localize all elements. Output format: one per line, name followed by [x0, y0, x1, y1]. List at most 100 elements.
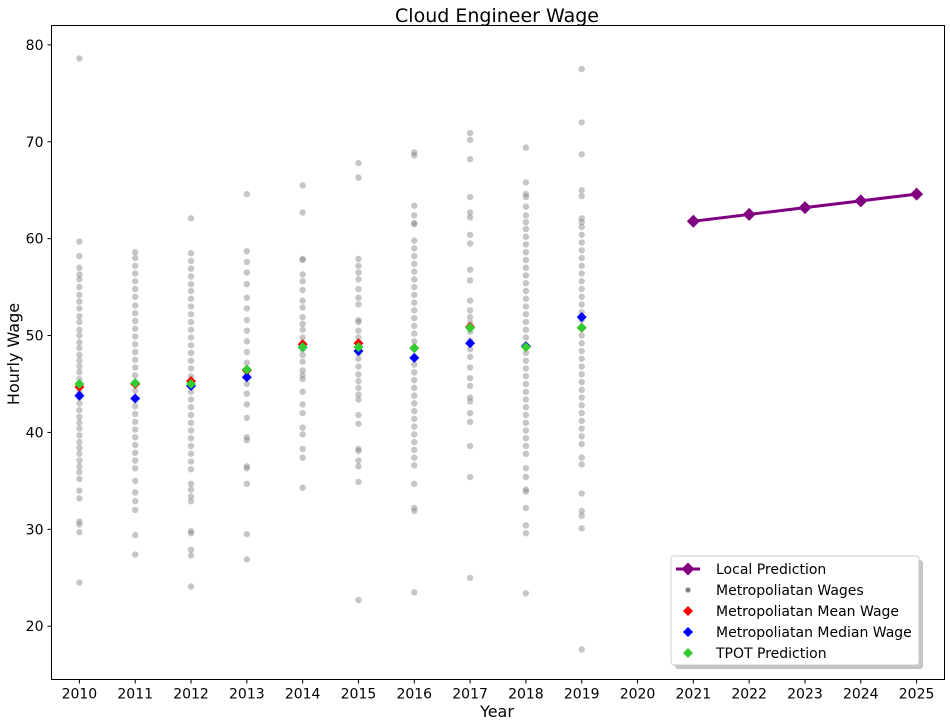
metro-wage-point: [76, 264, 83, 271]
metro-wage-point: [76, 444, 83, 452]
local-prediction-layer: [686, 187, 924, 228]
metro-wage-point: [522, 318, 530, 326]
metro-wage-point: [355, 371, 362, 378]
metro-wage-point: [578, 262, 585, 269]
x-tick-label: 2017: [452, 687, 488, 703]
metro-wage-point: [243, 316, 251, 324]
metro-wage-point: [76, 579, 83, 586]
x-tick-label: 2018: [508, 687, 544, 703]
x-tick-label: 2024: [843, 687, 879, 703]
metro-wage-point: [522, 486, 530, 493]
metro-wage-point: [355, 411, 362, 419]
metro-wage-point: [187, 215, 195, 222]
metro-wage-point: [132, 348, 139, 356]
metro-wage-point: [522, 442, 530, 450]
metro-wage-point: [578, 433, 585, 440]
metro-wage-point: [411, 446, 418, 454]
metro-wage-point: [411, 220, 418, 228]
metro-wage-point: [411, 330, 418, 337]
metro-wage-point: [355, 318, 362, 326]
metro-wage-point: [132, 418, 139, 425]
metro-wage-point: [578, 151, 585, 158]
metro-wage-point: [132, 489, 139, 496]
metro-wage-point: [355, 159, 362, 167]
metro-wage-point: [578, 254, 585, 262]
metro-wage-point: [132, 434, 139, 441]
metro-wage-point: [76, 298, 83, 305]
metro-wage-point: [578, 231, 585, 238]
y-axis: 20 30 40 50 60 70 80: [26, 38, 52, 635]
metro-wage-point: [578, 355, 585, 362]
metro-wage-point: [187, 326, 195, 333]
metro-wage-point: [578, 285, 585, 293]
metro-wage-point: [187, 311, 195, 318]
metro-wage-point: [411, 504, 418, 512]
metro-wage-point: [466, 313, 474, 321]
metro-wage-point: [578, 402, 585, 409]
metro-wage-point: [522, 465, 530, 472]
metro-wage-point: [522, 272, 530, 279]
metro-wage-point: [466, 129, 474, 137]
x-tick-label: 2020: [620, 687, 656, 703]
metro-wages-layer: [76, 55, 585, 653]
metro-wage-point: [355, 457, 362, 464]
metro-wage-point: [187, 498, 195, 505]
metro-wage-point: [355, 445, 362, 453]
metro-wage-point: [466, 345, 474, 353]
metro-wage-point: [355, 447, 362, 455]
metro-wage-point: [411, 291, 418, 299]
metro-wage-point: [187, 287, 195, 295]
local-prediction-point: [686, 214, 700, 228]
metro-wage-point: [578, 192, 585, 200]
metro-wage-point: [76, 518, 83, 525]
metro-wage-point: [522, 504, 530, 512]
metro-wage-point: [578, 340, 585, 347]
metro-wage-point: [299, 286, 306, 294]
metro-wage-point: [76, 326, 83, 333]
metro-wage-point: [411, 212, 418, 219]
metro-wage-point: [522, 225, 530, 233]
metro-wage-point: [411, 260, 418, 268]
metro-wage-point: [299, 209, 306, 216]
metro-wage-point: [466, 136, 474, 144]
metro-wage-point: [466, 297, 474, 304]
metro-wage-point: [187, 357, 195, 364]
metro-wage-point: [522, 193, 530, 201]
x-tick-label: 2019: [564, 687, 600, 703]
legend-diamond-swatch: [681, 562, 695, 576]
legend-diamond-swatch: [683, 627, 693, 637]
y-tick-label: 70: [26, 135, 44, 151]
metro-wage-point: [187, 334, 195, 341]
metro-wage-point: [466, 364, 474, 371]
metro-wage-point: [132, 498, 139, 505]
metro-wage-point: [187, 257, 195, 265]
metro-wage-point: [76, 495, 83, 502]
metro-wage-point: [522, 212, 530, 219]
median-wage-point: [130, 393, 141, 404]
x-tick-label: 2011: [117, 687, 153, 703]
metro-wage-point: [355, 285, 362, 293]
metro-wage-point: [76, 312, 83, 320]
metro-wage-point: [466, 442, 474, 450]
metro-wage-point: [578, 507, 585, 515]
metro-wage-point: [243, 327, 251, 334]
metro-wage-point: [187, 546, 195, 553]
metro-wage-point: [76, 252, 83, 260]
metro-wage-point: [132, 356, 139, 363]
x-tick-label: 2012: [173, 687, 209, 703]
median-wage-point: [576, 312, 587, 323]
metro-wage-point: [411, 376, 418, 384]
metro-wage-point: [187, 458, 195, 465]
metro-wage-point: [466, 409, 474, 417]
metro-wage-point: [578, 215, 585, 222]
metro-wage-point: [132, 310, 139, 317]
metro-wage-point: [299, 424, 306, 431]
metro-wage-point: [187, 388, 195, 395]
tpot-prediction-point: [130, 378, 141, 389]
metro-wage-point: [522, 373, 530, 380]
metro-wage-point: [355, 174, 362, 181]
metro-wage-point: [299, 388, 306, 395]
metro-wage-point: [466, 240, 474, 247]
metro-wage-point: [299, 256, 306, 264]
metro-wage-point: [522, 303, 530, 310]
